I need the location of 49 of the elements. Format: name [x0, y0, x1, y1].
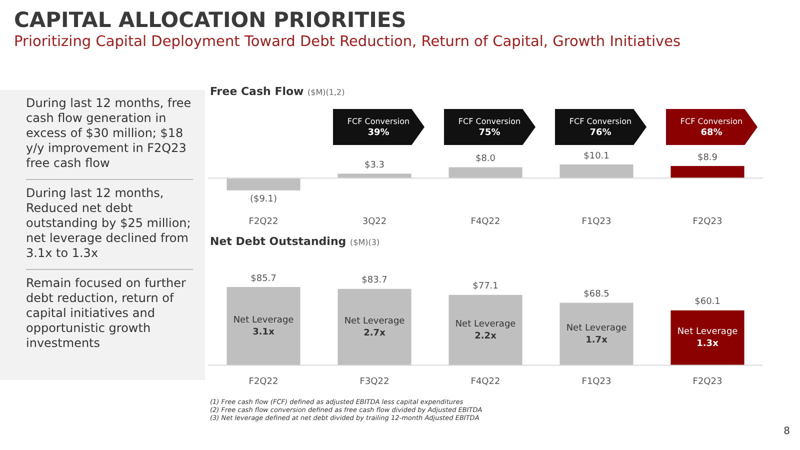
data-label: $10.1 — [584, 151, 610, 162]
data-label: ($9.1) — [250, 194, 278, 204]
annotation: Net Leverage 3.1x — [233, 315, 294, 338]
chart-title: Free Cash Flow — [210, 85, 304, 98]
text: Remain focused on further debt reduction, return of capital initiatives and opportunistic growth investments — [26, 275, 187, 352]
x-tick-label: F2Q22 — [248, 216, 278, 227]
arrow-tag: FCF Conversion 68% — [666, 109, 758, 145]
bar — [670, 310, 744, 366]
bar — [226, 287, 300, 366]
data-label: $3.3 — [364, 160, 385, 170]
data-label: $8.0 — [475, 154, 496, 164]
data-label: $77.1 — [472, 282, 498, 292]
arrow-tag: FCF Conversion 75% — [444, 109, 536, 145]
annotation: Net Leverage 1.3x — [677, 327, 738, 350]
data-label: $60.1 — [694, 297, 720, 308]
arrow-tag: FCF Conversion 76% — [554, 109, 646, 145]
annotation: Net Leverage 2.2x — [455, 319, 516, 342]
bar — [448, 167, 522, 178]
x-tick-label: F2Q23 — [692, 216, 722, 227]
data-label: $83.7 — [362, 276, 388, 286]
bar — [670, 166, 744, 178]
x-tick-label: 3Q22 — [362, 216, 387, 227]
chart-subtitle: ($M)(1,2) — [308, 88, 345, 97]
data-label: $85.7 — [250, 274, 276, 284]
annotation: Net Leverage 2.7x — [344, 316, 406, 338]
data-label: $68.5 — [584, 290, 610, 300]
chart-title: Net Debt Outstanding — [210, 235, 346, 248]
x-tick-label: F1Q23 — [582, 376, 612, 387]
x-tick-label: F2Q22 — [248, 376, 278, 387]
x-tick-label: F1Q23 — [582, 216, 612, 227]
bar — [560, 164, 634, 178]
text: Prioritizing Capital Deployment Toward Debt Reduction, Return of Capital, Growth Initiatives — [14, 34, 682, 50]
text: CAPITAL ALLOCATION PRIORITIES — [14, 8, 408, 32]
data-label: $8.9 — [697, 152, 718, 163]
bar — [560, 302, 634, 366]
bar — [226, 178, 300, 190]
arrow-tag: FCF Conversion 39% — [332, 109, 424, 145]
bar — [338, 288, 412, 366]
annotation: Net Leverage 1.7x — [566, 323, 628, 346]
text: 8 — [782, 426, 790, 437]
bar — [338, 174, 412, 178]
x-tick-label: F4Q22 — [470, 376, 500, 387]
x-tick-label: F2Q23 — [692, 376, 722, 387]
chart-subtitle: ($M)(3) — [350, 238, 380, 247]
text: During last 12 months, Reduced net debt outstanding by $25 million; net leverage declined from 3.1x to 1.3x — [26, 180, 193, 270]
x-tick-label: F4Q22 — [470, 216, 500, 227]
bar — [448, 294, 522, 366]
text: During last 12 months, free cash flow generation in excess of $30 million; $18 y/y improvement in F2Q23 free cash flow — [26, 90, 193, 180]
x-tick-label: F3Q22 — [360, 376, 390, 387]
